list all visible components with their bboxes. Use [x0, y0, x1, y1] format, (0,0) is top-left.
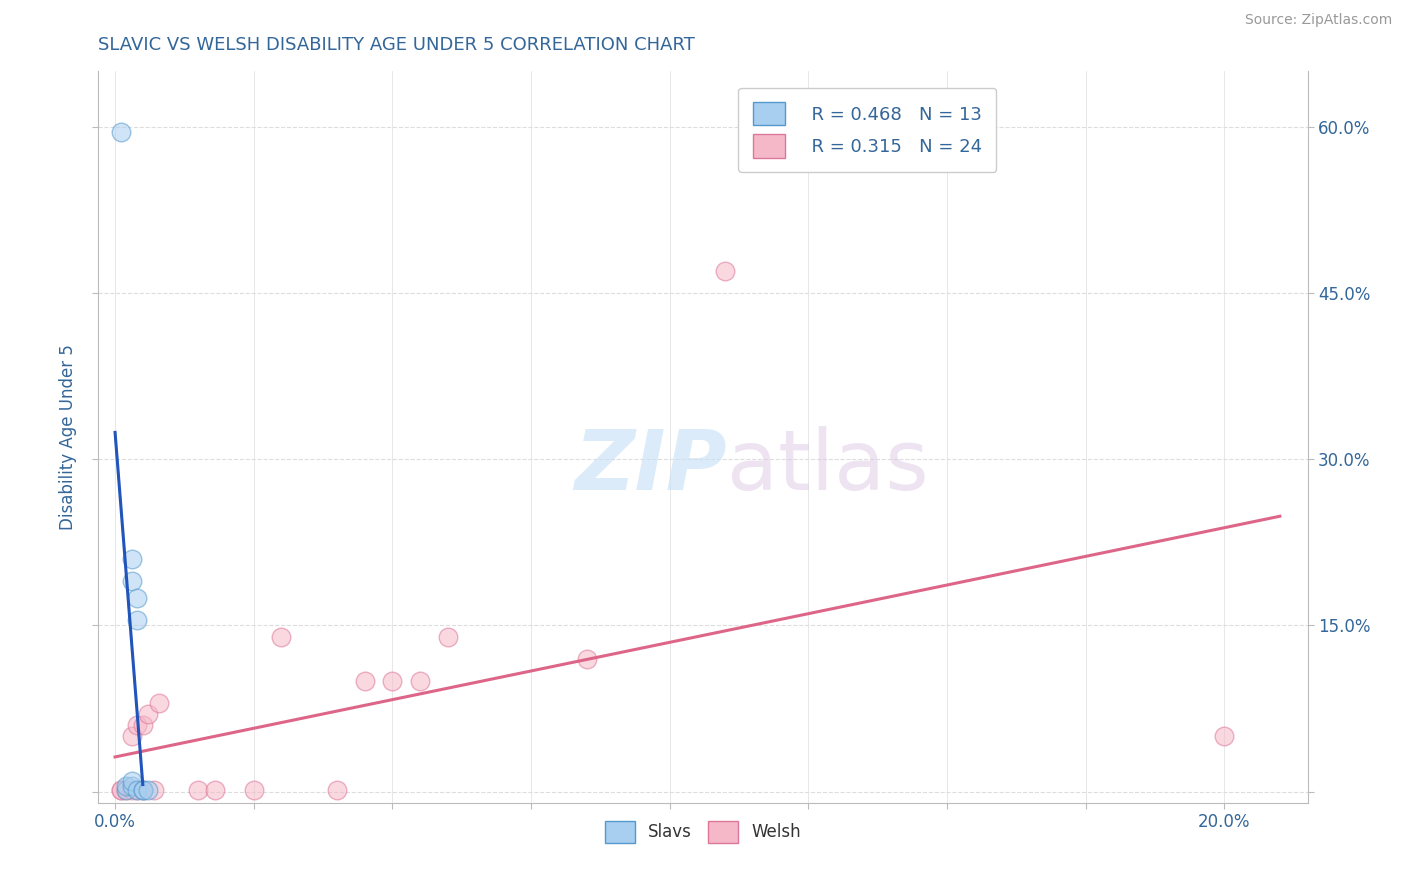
Point [575, 651, 598, 665]
Point [204, 782, 226, 797]
Point [132, 718, 155, 732]
Point [409, 673, 432, 688]
Text: SLAVIC VS WELSH DISABILITY AGE UNDER 5 CORRELATION CHART: SLAVIC VS WELSH DISABILITY AGE UNDER 5 C… [98, 36, 696, 54]
Point [127, 613, 149, 627]
Point [187, 782, 209, 797]
Point [115, 782, 138, 797]
Point [121, 574, 143, 589]
Point [353, 673, 375, 688]
Point [127, 718, 149, 732]
Point [115, 782, 138, 797]
Point [121, 729, 143, 743]
Point [142, 782, 165, 797]
Point [127, 591, 149, 605]
Point [132, 782, 155, 797]
Point [110, 782, 132, 797]
Point [132, 782, 155, 797]
Legend: Slavs, Welsh: Slavs, Welsh [598, 814, 808, 849]
Text: Source: ZipAtlas.com: Source: ZipAtlas.com [1244, 13, 1392, 28]
Text: ZIP: ZIP [575, 425, 727, 507]
Point [242, 782, 264, 797]
Point [110, 125, 132, 139]
Point [121, 773, 143, 788]
Point [148, 696, 170, 710]
Point [121, 552, 143, 566]
Point [127, 782, 149, 797]
Point [381, 673, 404, 688]
Text: atlas: atlas [727, 425, 929, 507]
Point [132, 782, 155, 797]
Point [138, 782, 160, 797]
Point [1213, 729, 1236, 743]
Point [115, 779, 138, 793]
Point [121, 782, 143, 797]
Point [127, 782, 149, 797]
Point [326, 782, 349, 797]
Point [437, 630, 460, 644]
Y-axis label: Disability Age Under 5: Disability Age Under 5 [59, 344, 77, 530]
Point [138, 707, 160, 722]
Point [270, 630, 292, 644]
Point [714, 264, 737, 278]
Point [110, 782, 132, 797]
Point [121, 779, 143, 793]
